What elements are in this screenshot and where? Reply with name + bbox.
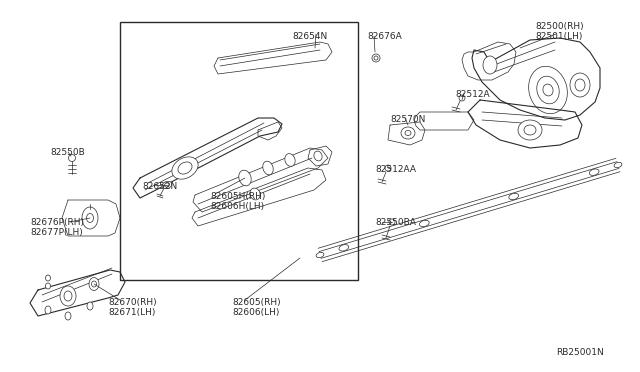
Ellipse shape	[419, 220, 429, 227]
Ellipse shape	[92, 281, 97, 287]
Text: 82676A: 82676A	[367, 32, 402, 41]
Polygon shape	[414, 112, 474, 130]
Ellipse shape	[45, 283, 51, 289]
Text: 82605H(RH): 82605H(RH)	[210, 192, 266, 201]
Ellipse shape	[68, 154, 76, 161]
Ellipse shape	[172, 157, 198, 179]
Text: 82671(LH): 82671(LH)	[108, 308, 156, 317]
Polygon shape	[133, 118, 282, 198]
Ellipse shape	[372, 54, 380, 62]
Polygon shape	[258, 122, 282, 140]
Polygon shape	[30, 270, 125, 316]
Ellipse shape	[374, 56, 378, 60]
Ellipse shape	[45, 275, 51, 281]
Ellipse shape	[575, 79, 585, 91]
Ellipse shape	[339, 244, 349, 251]
Ellipse shape	[87, 302, 93, 310]
Polygon shape	[388, 122, 425, 145]
Ellipse shape	[45, 306, 51, 314]
Text: 82677P(LH): 82677P(LH)	[30, 228, 83, 237]
Text: 82605(RH): 82605(RH)	[232, 298, 280, 307]
Text: 82500(RH): 82500(RH)	[535, 22, 584, 31]
Ellipse shape	[65, 312, 71, 320]
Polygon shape	[193, 148, 328, 212]
Ellipse shape	[389, 219, 395, 225]
Ellipse shape	[82, 207, 98, 229]
Ellipse shape	[316, 252, 324, 258]
Ellipse shape	[263, 161, 273, 175]
Ellipse shape	[537, 76, 559, 104]
Text: 82676P(RH): 82676P(RH)	[30, 218, 84, 227]
Text: 82652N: 82652N	[142, 182, 177, 191]
Ellipse shape	[529, 66, 568, 114]
Polygon shape	[308, 146, 332, 166]
Ellipse shape	[64, 291, 72, 301]
Text: 82654N: 82654N	[292, 32, 327, 41]
Ellipse shape	[60, 286, 76, 306]
Ellipse shape	[589, 169, 599, 176]
Ellipse shape	[250, 188, 260, 200]
Polygon shape	[62, 200, 120, 236]
Ellipse shape	[483, 56, 497, 74]
Ellipse shape	[178, 162, 192, 174]
Polygon shape	[472, 38, 600, 120]
Ellipse shape	[405, 131, 411, 135]
Polygon shape	[462, 42, 516, 80]
Ellipse shape	[570, 73, 590, 97]
Text: RB25001N: RB25001N	[556, 348, 604, 357]
Ellipse shape	[314, 151, 322, 161]
Ellipse shape	[543, 84, 553, 96]
Bar	[120, 22, 358, 280]
Text: 82550B: 82550B	[50, 148, 84, 157]
Polygon shape	[214, 42, 332, 74]
Text: 82512A: 82512A	[455, 90, 490, 99]
Ellipse shape	[518, 120, 542, 140]
Ellipse shape	[401, 127, 415, 139]
Ellipse shape	[285, 154, 295, 166]
Text: 82512AA: 82512AA	[375, 165, 416, 174]
Text: 82606(LH): 82606(LH)	[232, 308, 280, 317]
Ellipse shape	[524, 125, 536, 135]
Polygon shape	[192, 168, 326, 226]
Text: 82670(RH): 82670(RH)	[108, 298, 157, 307]
Ellipse shape	[86, 214, 93, 222]
Ellipse shape	[509, 193, 518, 200]
Ellipse shape	[459, 95, 465, 101]
Ellipse shape	[162, 181, 172, 189]
Ellipse shape	[89, 278, 99, 291]
Text: 82570N: 82570N	[390, 115, 426, 124]
Text: 82550BA: 82550BA	[375, 218, 416, 227]
Ellipse shape	[239, 170, 252, 186]
Ellipse shape	[385, 165, 391, 171]
Ellipse shape	[164, 183, 170, 187]
Text: 82501(LH): 82501(LH)	[535, 32, 582, 41]
Polygon shape	[468, 100, 582, 148]
Text: 82606H(LH): 82606H(LH)	[210, 202, 264, 211]
Ellipse shape	[614, 162, 622, 168]
